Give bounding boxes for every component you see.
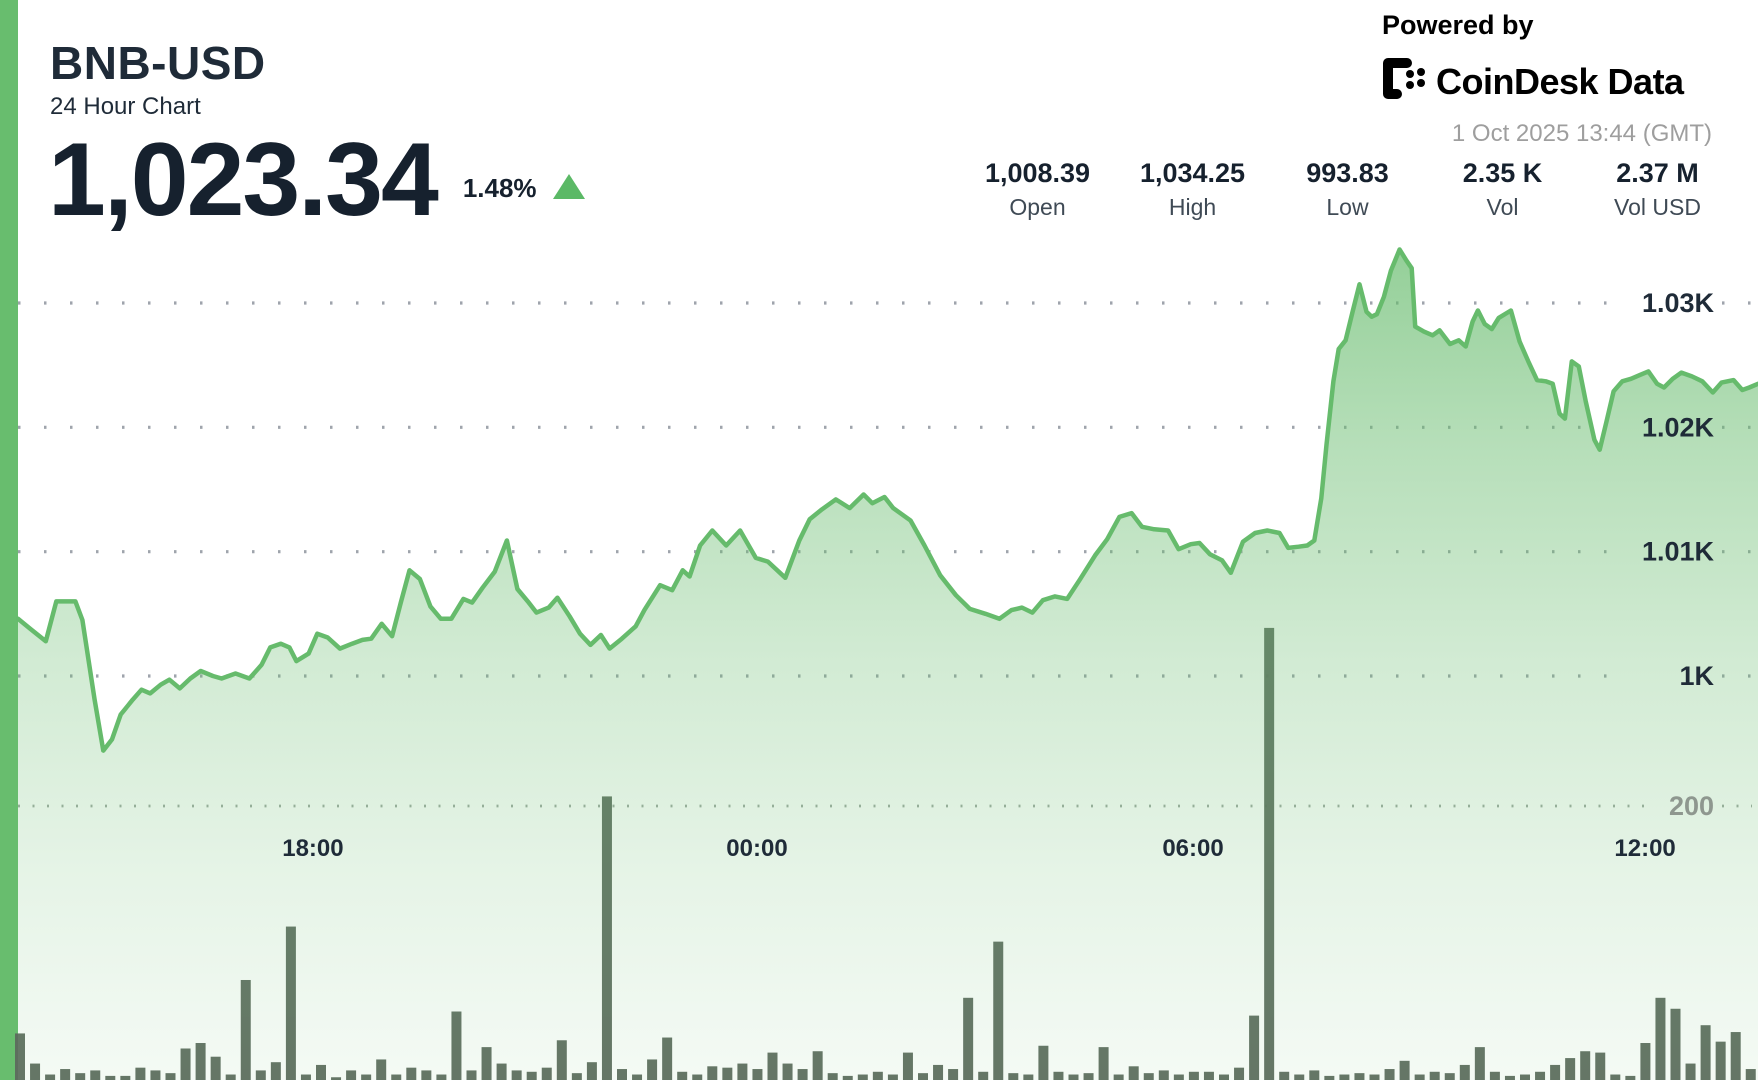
ohlc-stats-row: 1,008.39 Open 1,034.25 High 993.83 Low 2.35 K V…: [960, 158, 1738, 221]
coindesk-mark-icon: [1382, 57, 1426, 106]
time-axis-label: 18:00: [282, 835, 343, 862]
price-axis-label: 1.03K: [1642, 288, 1715, 318]
change-percent: 1.48%: [462, 173, 537, 203]
stat-value: 2.35 K: [1462, 158, 1543, 188]
left-accent-strip: [0, 0, 18, 1080]
price-axis-label: 1.01K: [1642, 537, 1715, 567]
coindesk-logo[interactable]: CoinDesk Data: [1382, 57, 1712, 106]
stat-value: 993.83: [1306, 158, 1389, 188]
stat-value: 1,034.25: [1139, 158, 1246, 188]
stat-label: Vol: [1486, 194, 1519, 221]
quote-timestamp: 1 Oct 2025 13:44 (GMT): [1451, 120, 1712, 147]
chart-subtitle: 24 Hour Chart: [50, 93, 201, 120]
price-axis-label: 1.02K: [1642, 412, 1715, 442]
time-axis-label: 06:00: [1162, 835, 1223, 862]
price-row: 1,023.34 1.48%: [48, 128, 585, 232]
stat-label: High: [1168, 194, 1217, 221]
stat-vol: 2.35 K Vol: [1425, 158, 1580, 221]
stat-low: 993.83 Low: [1270, 158, 1425, 221]
time-axis-label: 00:00: [726, 835, 787, 862]
stat-open: 1,008.39 Open: [960, 158, 1115, 221]
stat-label: Open: [1009, 194, 1066, 221]
stat-high: 1,034.25 High: [1115, 158, 1270, 221]
branding-block: Powered by CoinDesk Data 1 Oct 2025 13:4…: [1382, 10, 1712, 148]
price-line: [15, 247, 1758, 753]
last-price: 1,023.34: [48, 122, 439, 238]
powered-by-label: Powered by: [1382, 10, 1534, 40]
price-axis-label: 1K: [1679, 661, 1714, 691]
up-triangle-icon: [552, 174, 585, 199]
coindesk-logo-text: CoinDesk Data: [1436, 60, 1684, 102]
stat-value: 1,008.39: [984, 158, 1091, 188]
stat-value: 2.37 M: [1616, 158, 1699, 188]
stat-label: Low: [1326, 194, 1369, 221]
volume-axis-label: 200: [1669, 791, 1714, 821]
stat-label: Vol USD: [1614, 194, 1701, 221]
symbol-title: BNB-USD: [50, 37, 266, 89]
time-axis-label: 12:00: [1614, 835, 1675, 862]
price-area: [18, 249, 1758, 1080]
stat-vol-usd: 2.37 M Vol USD: [1580, 158, 1735, 221]
